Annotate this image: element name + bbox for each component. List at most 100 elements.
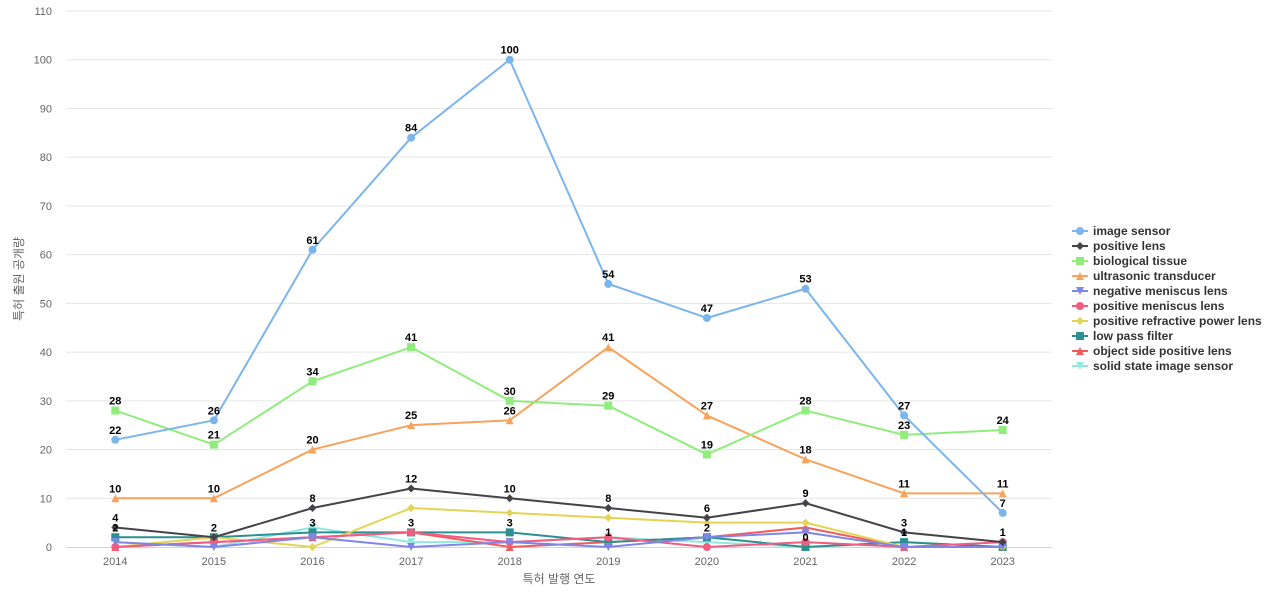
y-tick-label: 10 bbox=[40, 493, 52, 505]
legend-item-positive-refractive-power-lens[interactable]: positive refractive power lens bbox=[1072, 314, 1262, 328]
y-tick-label: 50 bbox=[40, 298, 52, 310]
legend-label: object side positive lens bbox=[1093, 344, 1232, 358]
data-point bbox=[900, 430, 909, 439]
data-point bbox=[702, 450, 711, 459]
x-tick-label: 2023 bbox=[990, 556, 1014, 568]
x-axis-title: 특허 발행 연도 bbox=[523, 571, 596, 586]
data-label: 10 bbox=[208, 483, 220, 495]
legend-label: biological tissue bbox=[1093, 254, 1187, 268]
data-label: 4 bbox=[112, 513, 119, 525]
data-point bbox=[407, 133, 416, 142]
data-point bbox=[604, 401, 613, 410]
data-point bbox=[900, 411, 909, 420]
data-point bbox=[505, 543, 514, 551]
legend-label: solid state image sensor bbox=[1093, 359, 1233, 373]
legend-item-solid-state-image-sensor[interactable]: solid state image sensor bbox=[1072, 359, 1233, 373]
data-point bbox=[407, 528, 416, 537]
y-axis-title: 특허 출원 공개량 bbox=[12, 237, 26, 321]
legend-item-negative-meniscus-lens[interactable]: negative meniscus lens bbox=[1072, 284, 1228, 298]
legend-item-biological-tissue[interactable]: biological tissue bbox=[1072, 254, 1187, 268]
data-point bbox=[308, 445, 317, 454]
series-ultrasonic-transducer bbox=[111, 343, 1007, 503]
legend-label: low pass filter bbox=[1093, 329, 1173, 343]
data-point bbox=[604, 279, 613, 288]
data-point bbox=[505, 494, 514, 503]
series-biological-tissue bbox=[111, 343, 1007, 459]
y-tick-label: 80 bbox=[40, 152, 52, 164]
data-label: 8 bbox=[309, 493, 315, 505]
data-point bbox=[801, 455, 810, 464]
data-point bbox=[308, 543, 317, 551]
data-point bbox=[308, 533, 317, 542]
data-point bbox=[900, 528, 909, 537]
legend-item-positive-lens[interactable]: positive lens bbox=[1072, 239, 1166, 253]
series-line bbox=[115, 58, 1004, 514]
data-point bbox=[407, 504, 416, 513]
series-positive-lens bbox=[111, 484, 1007, 547]
data-point bbox=[111, 523, 120, 532]
data-label: 3 bbox=[901, 517, 907, 529]
data-label: 18 bbox=[799, 444, 811, 456]
data-label: 26 bbox=[504, 405, 516, 417]
data-label: 3 bbox=[507, 517, 513, 529]
x-tick-label: 2016 bbox=[300, 556, 324, 568]
data-label: 10 bbox=[504, 483, 516, 495]
legend-marker bbox=[1076, 332, 1084, 340]
x-axis-ticks: 2014 2015 2016 2017 2018 2019 2020 2021 2022 2023 bbox=[103, 556, 1015, 568]
data-point bbox=[998, 538, 1007, 547]
data-label: 1 bbox=[605, 527, 611, 539]
y-tick-label: 110 bbox=[34, 6, 52, 18]
data-point bbox=[209, 533, 218, 542]
data-point bbox=[407, 484, 416, 493]
data-label: 41 bbox=[405, 332, 417, 344]
data-point bbox=[702, 518, 711, 527]
data-point bbox=[604, 513, 613, 522]
data-point bbox=[111, 538, 120, 547]
data-label: 3 bbox=[408, 517, 414, 529]
data-label: 26 bbox=[208, 405, 220, 417]
data-label: 22 bbox=[109, 425, 121, 437]
data-label: 21 bbox=[208, 430, 220, 442]
y-tick-label: 20 bbox=[40, 445, 52, 457]
legend-item-low-pass-filter[interactable]: low pass filter bbox=[1072, 329, 1173, 343]
data-point bbox=[407, 543, 416, 551]
data-point bbox=[702, 543, 711, 551]
legend-marker bbox=[1076, 272, 1084, 280]
data-point bbox=[998, 489, 1007, 498]
data-point bbox=[702, 313, 711, 322]
legend-marker bbox=[1076, 302, 1084, 310]
data-point bbox=[111, 435, 120, 444]
x-tick-label: 2019 bbox=[596, 556, 620, 568]
data-point bbox=[998, 508, 1007, 517]
data-label: 28 bbox=[799, 396, 811, 408]
data-point bbox=[308, 523, 317, 532]
data-point bbox=[702, 513, 711, 522]
series-line bbox=[115, 346, 1003, 500]
data-point bbox=[604, 504, 613, 513]
data-point bbox=[801, 538, 810, 547]
legend-item-ultrasonic-transducer[interactable]: ultrasonic transducer bbox=[1072, 269, 1216, 283]
y-tick-label: 90 bbox=[40, 103, 52, 115]
data-label: 27 bbox=[898, 400, 910, 412]
legend-item-image-sensor[interactable]: image sensor bbox=[1072, 224, 1171, 238]
data-label: 2 bbox=[211, 522, 217, 534]
legend-marker bbox=[1076, 287, 1084, 295]
data-point bbox=[308, 245, 317, 254]
data-point bbox=[604, 533, 613, 542]
legend-label: positive refractive power lens bbox=[1093, 314, 1262, 328]
legend-marker bbox=[1076, 362, 1084, 370]
data-label: 47 bbox=[701, 303, 713, 315]
legend-item-positive-meniscus-lens[interactable]: positive meniscus lens bbox=[1072, 299, 1225, 313]
data-label: 3 bbox=[309, 517, 315, 529]
data-point bbox=[801, 406, 810, 415]
data-label: 2 bbox=[112, 522, 118, 534]
y-tick-label: 70 bbox=[40, 201, 52, 213]
data-label: 1 bbox=[1000, 527, 1006, 539]
data-label: 25 bbox=[405, 410, 417, 422]
data-point bbox=[900, 489, 909, 498]
data-label: 84 bbox=[405, 123, 418, 135]
data-label: 2 bbox=[704, 522, 710, 534]
legend-item-object-side-positive-lens[interactable]: object side positive lens bbox=[1072, 344, 1232, 358]
y-tick-label: 30 bbox=[40, 396, 52, 408]
